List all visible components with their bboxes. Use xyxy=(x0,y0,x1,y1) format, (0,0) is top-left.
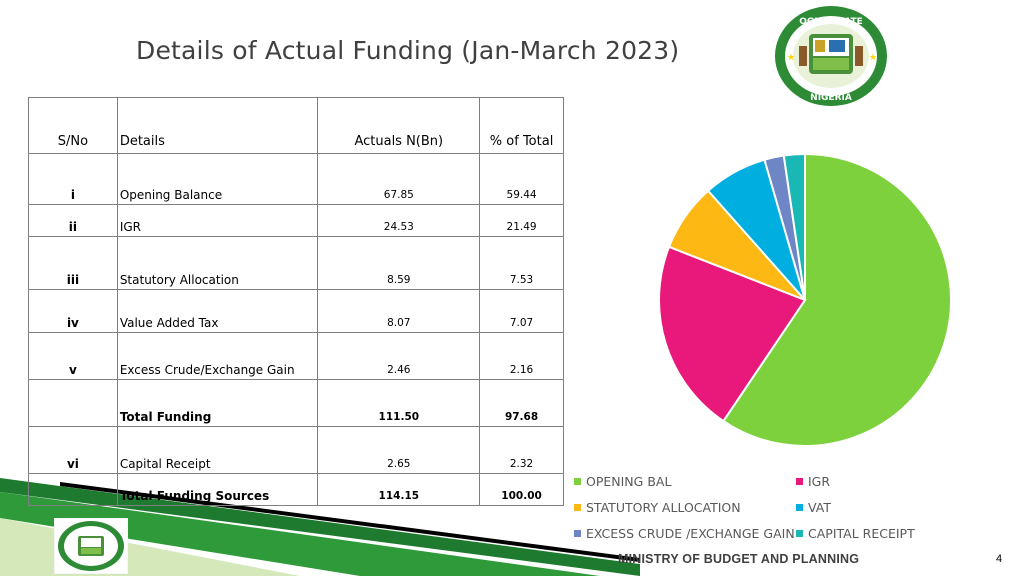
header-pct: % of Total xyxy=(479,97,564,154)
row-actual: 8.59 xyxy=(317,236,481,290)
legend-swatch xyxy=(574,478,581,485)
row-sno: v xyxy=(28,332,118,380)
table-row: ii IGR 24.53 21.49 xyxy=(28,204,564,237)
legend-swatch xyxy=(574,504,581,511)
row-details: Total Funding Sources xyxy=(116,473,319,506)
table-row-total: Total Funding 111.50 97.68 xyxy=(28,379,564,427)
row-actual: 111.50 xyxy=(317,379,481,427)
legend-item-statutory: STATUTORY ALLOCATION xyxy=(574,500,741,515)
row-details: IGR xyxy=(116,204,319,237)
legend-label: CAPITAL RECEIPT xyxy=(808,526,915,541)
legend-item-vat: VAT xyxy=(796,500,831,515)
row-pct: 59.44 xyxy=(479,153,564,205)
pie-slice-igr xyxy=(658,245,807,423)
page-number: 4 xyxy=(996,553,1003,565)
row-pct: 21.49 xyxy=(479,204,564,237)
row-sno xyxy=(28,473,118,506)
row-pct: 2.32 xyxy=(479,426,564,474)
row-actual: 114.15 xyxy=(317,473,481,506)
table-row: iii Statutory Allocation 8.59 7.53 xyxy=(28,236,564,290)
legend-item-capital-receipt: CAPITAL RECEIPT xyxy=(796,526,915,541)
table-header-row: S/No Details Actuals N(Bn) % of Total xyxy=(28,97,564,154)
header-details: Details xyxy=(116,97,319,154)
row-sno: iv xyxy=(28,289,118,333)
table-row: v Excess Crude/Exchange Gain 2.46 2.16 xyxy=(28,332,564,380)
row-details: Total Funding xyxy=(116,379,319,427)
funding-pie-chart xyxy=(658,152,952,447)
ministry-footer: MINISTRY OF BUDGET AND PLANNING xyxy=(618,552,860,566)
legend-label: EXCESS CRUDE /EXCHANGE GAIN xyxy=(586,526,795,541)
legend-item-opening-bal: OPENING BAL xyxy=(574,474,671,489)
header-actuals: Actuals N(Bn) xyxy=(317,97,481,154)
svg-text:★: ★ xyxy=(787,52,795,62)
ogun-state-seal-icon: OGUN STATE NIGERIA ★ ★ xyxy=(775,6,887,106)
legend-swatch xyxy=(796,530,803,537)
legend-label: OPENING BAL xyxy=(586,474,672,489)
table-row-grand-total: Total Funding Sources 114.15 100.00 xyxy=(28,473,564,506)
row-details: Statutory Allocation xyxy=(116,236,319,290)
row-actual: 2.65 xyxy=(317,426,481,474)
row-details: Opening Balance xyxy=(116,153,319,205)
svg-text:★: ★ xyxy=(869,52,877,62)
row-actual: 2.46 xyxy=(317,332,481,380)
pie-slice-capital-receipt xyxy=(782,152,806,301)
row-actual: 67.85 xyxy=(317,153,481,205)
legend-swatch xyxy=(796,478,803,485)
row-pct: 7.07 xyxy=(479,289,564,333)
row-sno xyxy=(28,379,118,427)
row-details: Value Added Tax xyxy=(116,289,319,333)
legend-item-igr: IGR xyxy=(796,474,830,489)
row-pct: 7.53 xyxy=(479,236,564,290)
row-sno: ii xyxy=(28,204,118,237)
row-sno: iii xyxy=(28,236,118,290)
funding-table: S/No Details Actuals N(Bn) % of Total i … xyxy=(28,97,564,506)
row-actual: 8.07 xyxy=(317,289,481,333)
pie-slice-opening-bal xyxy=(722,152,952,447)
legend-label: VAT xyxy=(808,500,831,515)
row-details: Excess Crude/Exchange Gain xyxy=(116,332,319,380)
row-sno: i xyxy=(28,153,118,205)
ogun-state-seal-small-icon xyxy=(54,518,128,574)
slide-title: Details of Actual Funding (Jan-March 202… xyxy=(136,36,680,65)
table-row: i Opening Balance 67.85 59.44 xyxy=(28,153,564,205)
table-row: iv Value Added Tax 8.07 7.07 xyxy=(28,289,564,333)
svg-text:NIGERIA: NIGERIA xyxy=(810,93,852,103)
legend-swatch xyxy=(574,530,581,537)
svg-text:OGUN STATE: OGUN STATE xyxy=(799,17,863,27)
row-pct: 100.00 xyxy=(479,473,564,506)
table-row: vi Capital Receipt 2.65 2.32 xyxy=(28,426,564,474)
header-sno: S/No xyxy=(28,97,118,154)
row-pct: 97.68 xyxy=(479,379,564,427)
legend-swatch xyxy=(796,504,803,511)
row-pct: 2.16 xyxy=(479,332,564,380)
row-sno: vi xyxy=(28,426,118,474)
legend-item-excess-crude: EXCESS CRUDE /EXCHANGE GAIN xyxy=(574,526,795,541)
row-actual: 24.53 xyxy=(317,204,481,237)
legend-label: STATUTORY ALLOCATION xyxy=(586,500,741,515)
legend-label: IGR xyxy=(808,474,831,489)
row-details: Capital Receipt xyxy=(116,426,319,474)
